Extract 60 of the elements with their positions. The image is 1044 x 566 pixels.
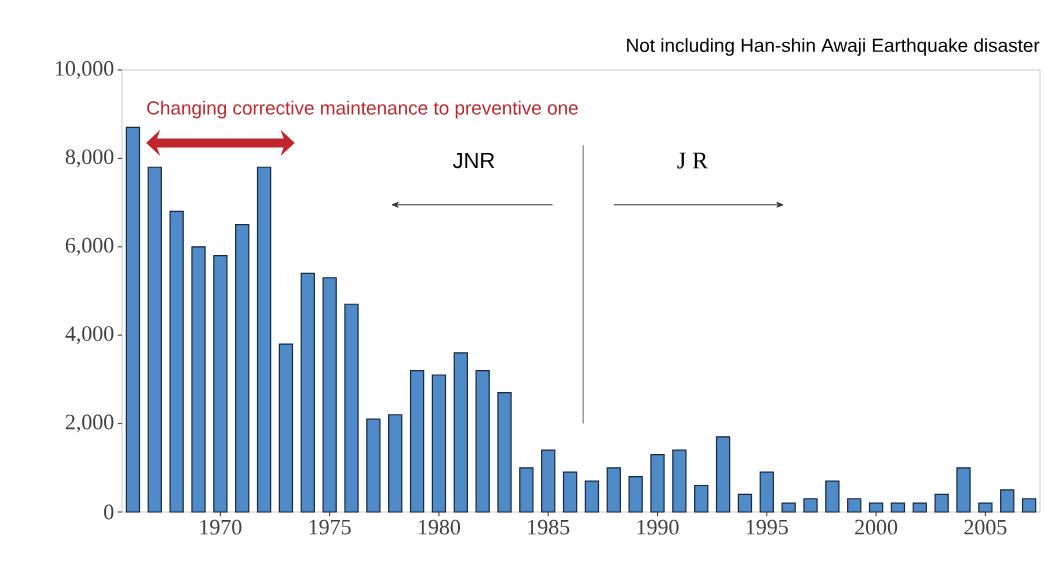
bar bbox=[978, 502, 993, 513]
x-tick-label: 1980 bbox=[418, 519, 461, 535]
text: Not including Han-shin Awaji Earthquake disaster bbox=[627, 38, 1040, 56]
bar bbox=[322, 277, 337, 513]
y-tick-label: 4,000 bbox=[65, 326, 114, 345]
annotation: JNR bbox=[452, 152, 495, 169]
x-tick-label: 2005 bbox=[964, 519, 1007, 535]
bar bbox=[344, 303, 359, 513]
bar bbox=[912, 502, 927, 513]
bar bbox=[475, 369, 490, 513]
x-tick-label: 2000 bbox=[855, 519, 898, 535]
x-tick-label: 1985 bbox=[528, 519, 570, 535]
x-tick-label: 1990 bbox=[637, 519, 679, 535]
bar bbox=[562, 471, 578, 513]
bar bbox=[628, 476, 643, 513]
bar bbox=[409, 369, 425, 513]
bar bbox=[737, 493, 753, 513]
annotation: Changing corrective maintenance to preventive one bbox=[147, 100, 578, 119]
bar bbox=[388, 414, 403, 513]
bar bbox=[366, 418, 381, 513]
bar bbox=[759, 471, 774, 513]
x-tick-label: 1970 bbox=[200, 519, 242, 535]
bar bbox=[650, 453, 665, 513]
annotation: J R bbox=[677, 152, 709, 169]
y-tick-label: 6,000 bbox=[65, 237, 114, 256]
bar bbox=[213, 255, 228, 513]
y-tick-label: 10,000 bbox=[55, 61, 114, 79]
bar bbox=[606, 467, 621, 513]
bar bbox=[453, 352, 468, 513]
bar bbox=[278, 343, 294, 513]
bar bbox=[431, 374, 447, 513]
x-tick-label: 1975 bbox=[309, 519, 351, 535]
bar bbox=[191, 246, 206, 513]
bar bbox=[868, 502, 884, 513]
bar bbox=[519, 467, 534, 513]
y-tick-label: 2,000 bbox=[65, 414, 114, 433]
y-tick-label: 8,000 bbox=[65, 149, 114, 168]
bar bbox=[803, 498, 818, 513]
bar bbox=[584, 480, 600, 513]
bar bbox=[541, 449, 556, 513]
bar bbox=[934, 493, 949, 513]
bar bbox=[694, 484, 709, 513]
bar bbox=[235, 224, 250, 513]
x-tick-label: 1995 bbox=[746, 519, 788, 535]
bar bbox=[672, 449, 687, 513]
bar bbox=[847, 498, 862, 513]
bar bbox=[1000, 489, 1015, 513]
bar bbox=[497, 392, 512, 513]
bar bbox=[147, 166, 162, 513]
bar bbox=[781, 502, 796, 513]
bar bbox=[300, 272, 315, 513]
bar bbox=[956, 467, 971, 513]
bar bbox=[256, 166, 272, 513]
bar bbox=[169, 210, 184, 513]
bar bbox=[1021, 498, 1037, 513]
bar bbox=[890, 502, 906, 513]
bar bbox=[125, 126, 141, 513]
bar bbox=[715, 436, 731, 513]
bar bbox=[825, 480, 840, 513]
y-tick-label: 0 bbox=[104, 504, 114, 520]
